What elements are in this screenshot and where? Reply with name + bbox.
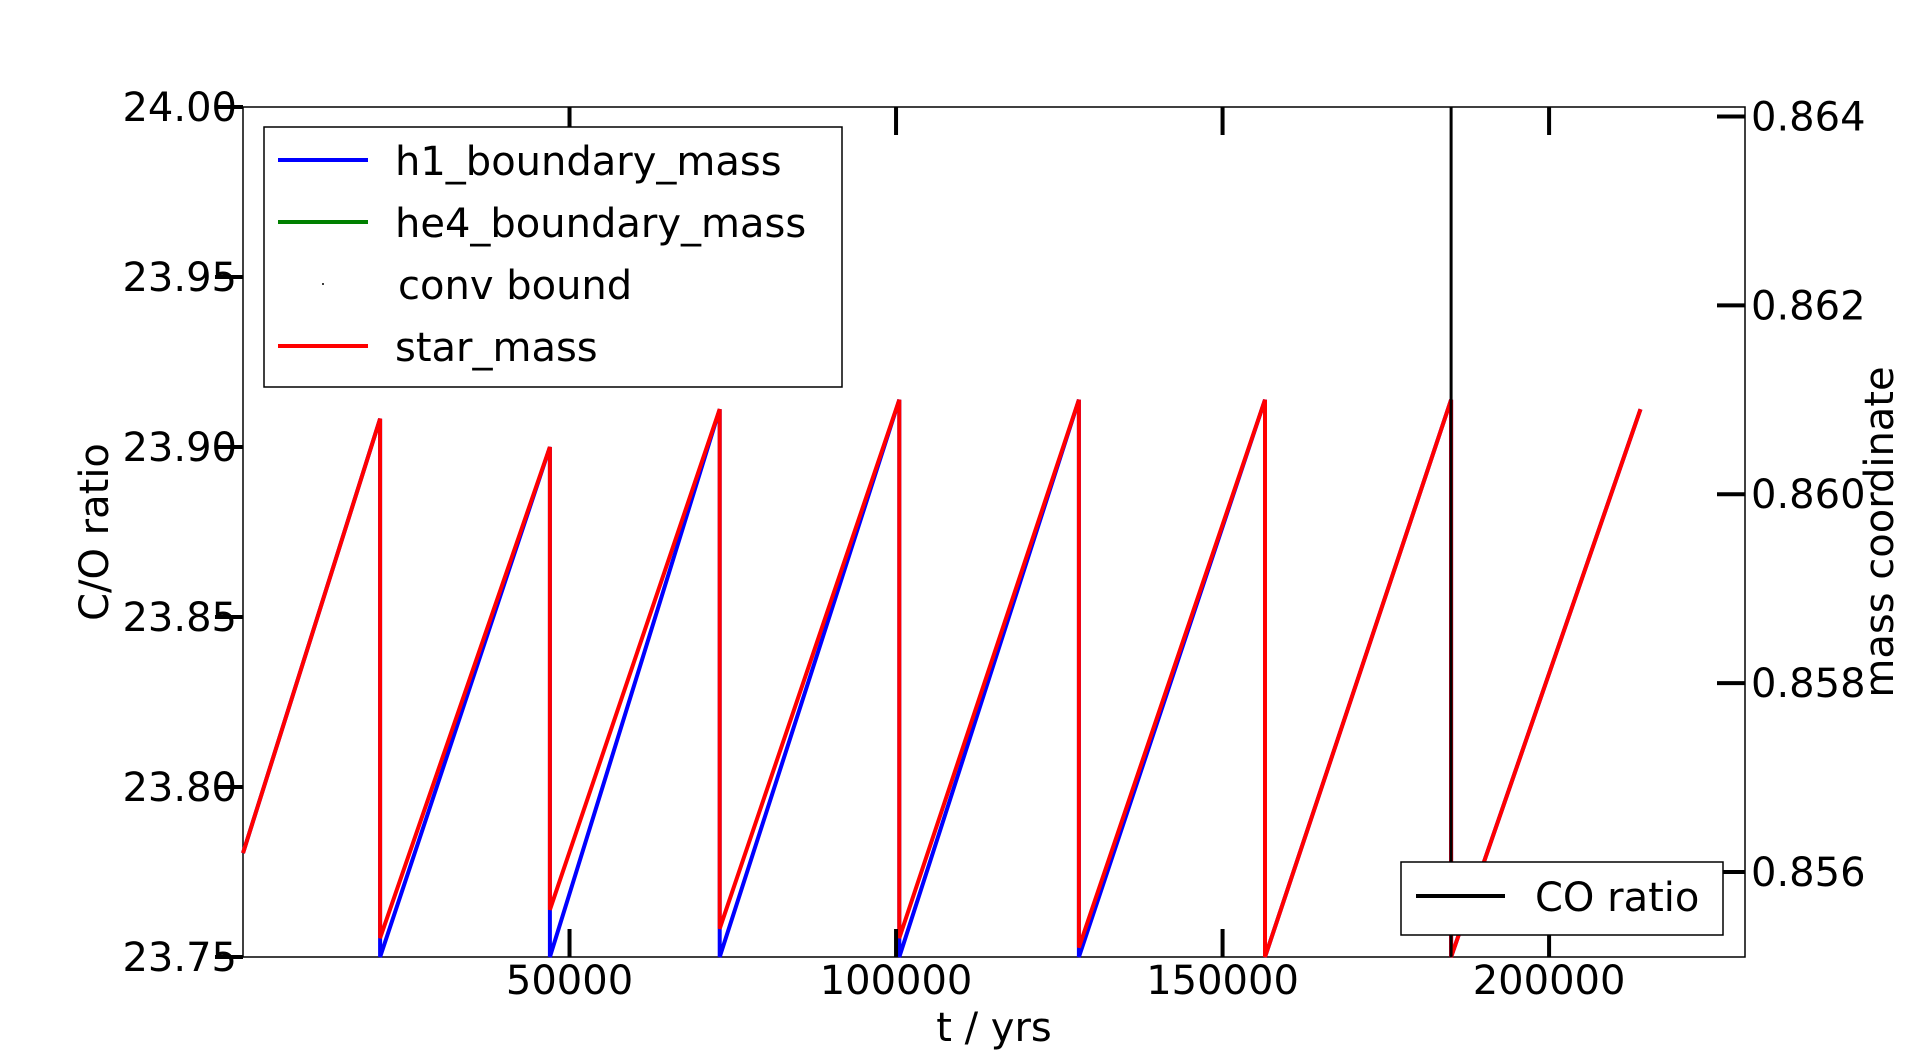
x-tick-label: 100000 <box>820 958 973 1004</box>
labels-layer: 50000 100000 150000 200000 23.75 23.80 23.85 23… <box>122 85 1865 1004</box>
legend-label-h1-boundary-mass: h1_boundary_mass <box>395 139 782 185</box>
series-line-star-mass <box>241 399 1643 958</box>
legend-upper-left-box <box>263 126 843 388</box>
legend-upper-left: h1_boundary_mass he4_boundary_mass conv … <box>263 126 843 388</box>
y-tick-label-right: 0.860 <box>1751 472 1866 518</box>
series-layer <box>241 107 1643 958</box>
y-tick-label-left: 23.95 <box>122 255 237 301</box>
legend-label-co-ratio: CO ratio <box>1535 875 1699 921</box>
y-tick-label-right: 0.862 <box>1751 283 1866 329</box>
y-tick-label-left: 24.00 <box>122 85 237 131</box>
legend-lower-right: CO ratio <box>1400 861 1724 936</box>
y-tick-label-left: 23.80 <box>122 765 237 811</box>
y-axis-title-right: mass coordinate <box>1857 366 1903 697</box>
legend-swatch-conv-bound <box>322 283 324 285</box>
y-tick-label-left: 23.85 <box>122 595 237 641</box>
y-tick-label-left: 23.75 <box>122 935 237 981</box>
y-tick-label-right: 0.864 <box>1751 94 1866 140</box>
legend-lower-right-box <box>1400 861 1724 936</box>
y-axis-title-left: C/O ratio <box>72 443 118 621</box>
x-axis-title: t / yrs <box>936 1005 1052 1051</box>
x-tick-label: 200000 <box>1473 958 1626 1004</box>
plot-frame <box>242 106 1746 958</box>
y-tick-label-left: 23.90 <box>122 425 237 471</box>
legend-label-he4-boundary-mass: he4_boundary_mass <box>395 201 806 247</box>
y-tick-label-right: 0.858 <box>1751 661 1866 707</box>
x-tick-label: 50000 <box>506 958 633 1004</box>
legend-label-conv-bound: conv bound <box>398 263 632 309</box>
x-tick-label: 150000 <box>1146 958 1299 1004</box>
y-tick-label-right: 0.856 <box>1751 850 1866 896</box>
legend-label-star-mass: star_mass <box>395 325 598 371</box>
